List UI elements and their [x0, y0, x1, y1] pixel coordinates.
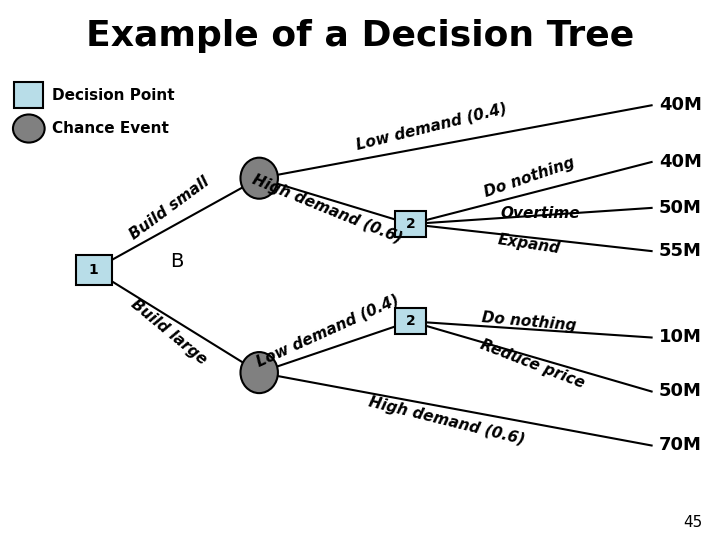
FancyBboxPatch shape [76, 255, 112, 285]
Text: B: B [170, 252, 183, 272]
Text: Build small: Build small [127, 174, 212, 242]
Text: 40M: 40M [659, 153, 702, 171]
Text: 2: 2 [405, 314, 415, 328]
Text: Chance Event: Chance Event [52, 121, 168, 136]
Text: Overtime: Overtime [500, 206, 580, 221]
Text: 50M: 50M [659, 382, 702, 401]
FancyBboxPatch shape [395, 308, 426, 334]
FancyBboxPatch shape [14, 82, 43, 108]
Text: Expand: Expand [497, 232, 562, 256]
Text: Example of a Decision Tree: Example of a Decision Tree [86, 19, 634, 53]
Text: 2: 2 [405, 217, 415, 231]
Text: 1: 1 [89, 263, 99, 277]
FancyBboxPatch shape [395, 211, 426, 237]
Text: 10M: 10M [659, 328, 702, 347]
Text: 70M: 70M [659, 436, 702, 455]
Text: Decision Point: Decision Point [52, 87, 174, 103]
Text: Do nothing: Do nothing [482, 154, 577, 200]
Text: 50M: 50M [659, 199, 702, 217]
Text: 55M: 55M [659, 242, 702, 260]
Ellipse shape [13, 114, 45, 143]
Text: Do nothing: Do nothing [481, 309, 577, 333]
Text: Low demand (0.4): Low demand (0.4) [254, 292, 401, 369]
Text: High demand (0.6): High demand (0.6) [251, 172, 405, 247]
Text: Build large: Build large [128, 296, 210, 368]
Text: 45: 45 [683, 515, 702, 530]
Text: Low demand (0.4): Low demand (0.4) [355, 101, 509, 153]
Ellipse shape [240, 352, 278, 393]
Text: 40M: 40M [659, 96, 702, 114]
Text: High demand (0.6): High demand (0.6) [366, 395, 526, 448]
Text: Reduce price: Reduce price [479, 338, 587, 392]
Ellipse shape [240, 158, 278, 199]
